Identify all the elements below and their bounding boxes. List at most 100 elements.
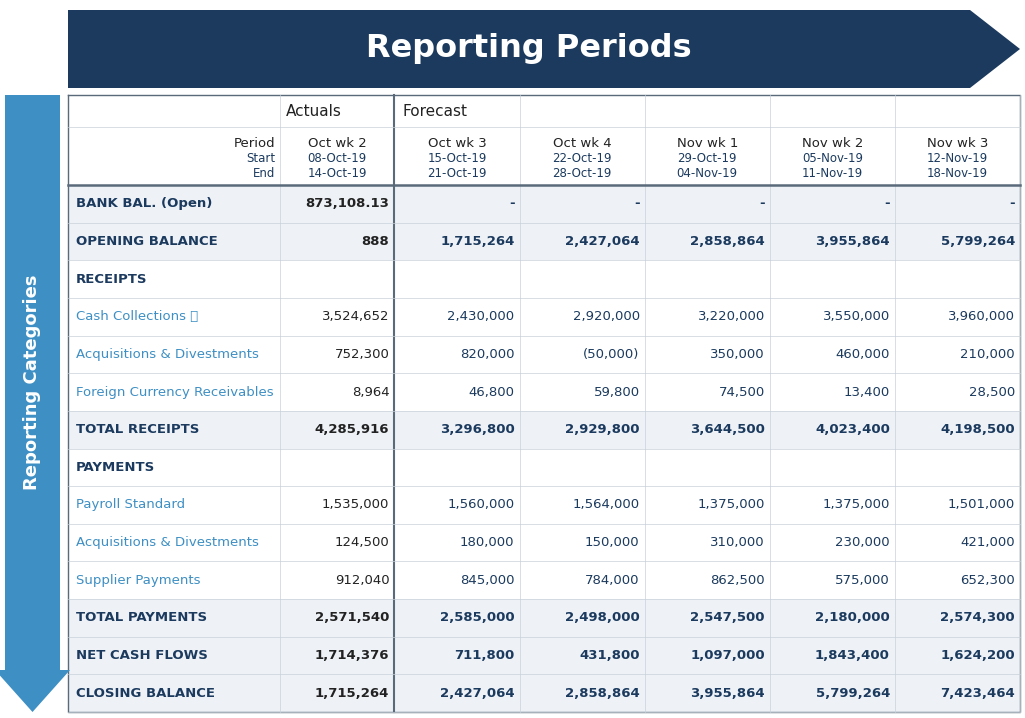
Text: 652,300: 652,300 [960, 574, 1015, 587]
Text: Oct wk 4: Oct wk 4 [552, 137, 611, 150]
Text: 888: 888 [362, 235, 390, 248]
Text: 862,500: 862,500 [710, 574, 765, 587]
Text: 2,571,540: 2,571,540 [315, 612, 390, 625]
Text: 784,000: 784,000 [585, 574, 640, 587]
Text: -: - [885, 197, 890, 210]
Text: 711,800: 711,800 [454, 649, 515, 662]
Text: 2,929,800: 2,929,800 [565, 423, 640, 436]
Text: 460,000: 460,000 [835, 348, 890, 361]
Text: 310,000: 310,000 [710, 536, 765, 549]
Text: 14-Oct-19: 14-Oct-19 [308, 167, 367, 180]
Text: 4,198,500: 4,198,500 [940, 423, 1015, 436]
Text: Oct wk 3: Oct wk 3 [427, 137, 486, 150]
Text: 752,300: 752,300 [334, 348, 390, 361]
Text: 3,960,000: 3,960,000 [948, 310, 1015, 323]
Text: 18-Nov-19: 18-Nov-19 [927, 167, 988, 180]
Text: 3,220,000: 3,220,000 [697, 310, 765, 323]
Text: 22-Oct-19: 22-Oct-19 [552, 152, 612, 165]
Text: 8,964: 8,964 [352, 386, 390, 398]
Text: 1,624,200: 1,624,200 [940, 649, 1015, 662]
Text: (50,000): (50,000) [583, 348, 640, 361]
Text: 08-Oct-19: 08-Oct-19 [308, 152, 367, 165]
Text: -: - [760, 197, 765, 210]
Text: BANK BAL. (Open): BANK BAL. (Open) [76, 197, 212, 210]
Text: 1,715,264: 1,715,264 [440, 235, 515, 248]
Text: PAYMENTS: PAYMENTS [76, 461, 155, 474]
Text: 05-Nov-19: 05-Nov-19 [802, 152, 863, 165]
Text: End: End [253, 167, 275, 180]
Text: Supplier Payments: Supplier Payments [76, 574, 201, 587]
Text: -: - [508, 197, 515, 210]
Text: Nov wk 3: Nov wk 3 [927, 137, 988, 150]
Text: 7,423,464: 7,423,464 [940, 686, 1015, 699]
Text: 4,285,916: 4,285,916 [315, 423, 390, 436]
Text: -: - [1010, 197, 1015, 210]
Text: Foreign Currency Receivables: Foreign Currency Receivables [76, 386, 274, 398]
Bar [68, 599, 1020, 637]
Text: CLOSING BALANCE: CLOSING BALANCE [76, 686, 215, 699]
Text: 2,858,864: 2,858,864 [690, 235, 765, 248]
Text: 2,180,000: 2,180,000 [815, 612, 890, 625]
Text: Actuals: Actuals [286, 103, 342, 118]
Text: 3,550,000: 3,550,000 [823, 310, 890, 323]
Text: 2,427,064: 2,427,064 [565, 235, 640, 248]
Text: 1,564,000: 1,564,000 [573, 498, 640, 511]
Text: Period: Period [234, 137, 275, 150]
Text: 2,920,000: 2,920,000 [573, 310, 640, 323]
Text: 820,000: 820,000 [460, 348, 515, 361]
Bar [68, 674, 1020, 712]
Text: 1,375,000: 1,375,000 [697, 498, 765, 511]
Text: Payroll Standard: Payroll Standard [76, 498, 186, 511]
Text: 3,296,800: 3,296,800 [440, 423, 515, 436]
Text: 74,500: 74,500 [719, 386, 765, 398]
Text: 3,955,864: 3,955,864 [690, 686, 765, 699]
Bar [68, 411, 1020, 449]
Text: -: - [634, 197, 640, 210]
Text: 1,843,400: 1,843,400 [815, 649, 890, 662]
Text: 12-Nov-19: 12-Nov-19 [927, 152, 988, 165]
Bar [68, 223, 1020, 261]
Text: 2,574,300: 2,574,300 [940, 612, 1015, 625]
Text: 2,430,000: 2,430,000 [447, 310, 515, 323]
Text: 2,427,064: 2,427,064 [440, 686, 515, 699]
Text: 210,000: 210,000 [960, 348, 1015, 361]
Text: Nov wk 2: Nov wk 2 [802, 137, 863, 150]
Text: 180,000: 180,000 [460, 536, 515, 549]
Text: 431,800: 431,800 [579, 649, 640, 662]
Text: Acquisitions & Divestments: Acquisitions & Divestments [76, 348, 259, 361]
Text: 2,498,000: 2,498,000 [565, 612, 640, 625]
Text: 150,000: 150,000 [585, 536, 640, 549]
Text: Reporting Categories: Reporting Categories [24, 275, 41, 490]
Text: 1,097,000: 1,097,000 [690, 649, 765, 662]
Text: 912,040: 912,040 [335, 574, 390, 587]
Text: 350,000: 350,000 [710, 348, 765, 361]
Text: 28,500: 28,500 [969, 386, 1015, 398]
Text: 46,800: 46,800 [468, 386, 515, 398]
Text: 29-Oct-19: 29-Oct-19 [678, 152, 737, 165]
Text: 845,000: 845,000 [460, 574, 515, 587]
Text: 3,955,864: 3,955,864 [815, 235, 890, 248]
Text: 230,000: 230,000 [835, 536, 890, 549]
Polygon shape [68, 10, 1020, 88]
Text: 13,400: 13,400 [844, 386, 890, 398]
Text: Cash Collections Ⓕ: Cash Collections Ⓕ [76, 310, 198, 323]
Text: 5,799,264: 5,799,264 [816, 686, 890, 699]
Text: 59,800: 59,800 [593, 386, 640, 398]
Text: Reporting Periods: Reporting Periods [366, 34, 692, 65]
Text: 2,858,864: 2,858,864 [565, 686, 640, 699]
Text: TOTAL RECEIPTS: TOTAL RECEIPTS [76, 423, 200, 436]
Text: Acquisitions & Divestments: Acquisitions & Divestments [76, 536, 259, 549]
Text: 3,524,652: 3,524,652 [322, 310, 390, 323]
Text: 873,108.13: 873,108.13 [305, 197, 390, 210]
Text: 4,023,400: 4,023,400 [815, 423, 890, 436]
Text: 1,560,000: 1,560,000 [447, 498, 515, 511]
Text: 1,535,000: 1,535,000 [322, 498, 390, 511]
Text: 2,547,500: 2,547,500 [690, 612, 765, 625]
Text: 421,000: 421,000 [960, 536, 1015, 549]
Text: NET CASH FLOWS: NET CASH FLOWS [76, 649, 208, 662]
Text: 28-Oct-19: 28-Oct-19 [552, 167, 612, 180]
Text: TOTAL PAYMENTS: TOTAL PAYMENTS [76, 612, 207, 625]
Text: RECEIPTS: RECEIPTS [76, 273, 148, 286]
Text: 2,585,000: 2,585,000 [440, 612, 515, 625]
Text: Forecast: Forecast [403, 103, 467, 118]
